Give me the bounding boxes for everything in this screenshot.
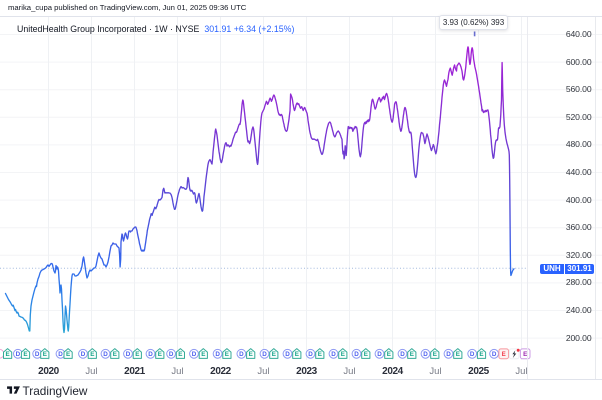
svg-text:D: D (262, 351, 267, 358)
svg-text:D: D (148, 351, 153, 358)
svg-text:D: D (35, 351, 40, 358)
svg-text:E: E (66, 351, 70, 358)
svg-text:E: E (456, 351, 460, 358)
svg-text:E: E (523, 351, 527, 358)
svg-text:D: D (169, 351, 174, 358)
svg-text:E: E (5, 351, 9, 358)
svg-text:E: E (272, 351, 276, 358)
svg-text:D: D (446, 351, 451, 358)
svg-text:D: D (470, 351, 475, 358)
svg-text:E: E (364, 351, 368, 358)
svg-text:E: E (113, 351, 117, 358)
svg-text:D: D (58, 351, 63, 358)
svg-text:E: E (23, 351, 27, 358)
svg-text:E: E (433, 351, 437, 358)
svg-text:D: D (126, 351, 131, 358)
svg-text:E: E (158, 351, 162, 358)
svg-text:D: D (423, 351, 428, 358)
svg-text:D: D (331, 351, 336, 358)
svg-text:E: E (502, 352, 506, 358)
svg-text:E: E (225, 351, 229, 358)
svg-text:D: D (308, 351, 313, 358)
svg-text:D: D (239, 351, 244, 358)
svg-text:D: D (354, 351, 359, 358)
svg-text:D: D (81, 351, 86, 358)
svg-text:E: E (479, 351, 483, 358)
svg-text:E: E (410, 351, 414, 358)
svg-text:D: D (192, 351, 197, 358)
svg-text:E: E (90, 351, 94, 358)
svg-text:E: E (135, 351, 139, 358)
svg-text:E: E (249, 351, 253, 358)
svg-text:E: E (295, 351, 299, 358)
svg-text:D: D (492, 351, 497, 358)
svg-text:D: D (377, 351, 382, 358)
svg-text:E: E (341, 351, 345, 358)
svg-text:E: E (318, 351, 322, 358)
svg-text:E: E (201, 351, 205, 358)
svg-text:D: D (285, 351, 290, 358)
svg-text:D: D (103, 351, 108, 358)
svg-text:D: D (400, 351, 405, 358)
svg-text:D: D (215, 351, 220, 358)
svg-text:E: E (178, 351, 182, 358)
svg-text:D: D (16, 351, 21, 358)
svg-text:E: E (387, 351, 391, 358)
svg-text:E: E (43, 351, 47, 358)
